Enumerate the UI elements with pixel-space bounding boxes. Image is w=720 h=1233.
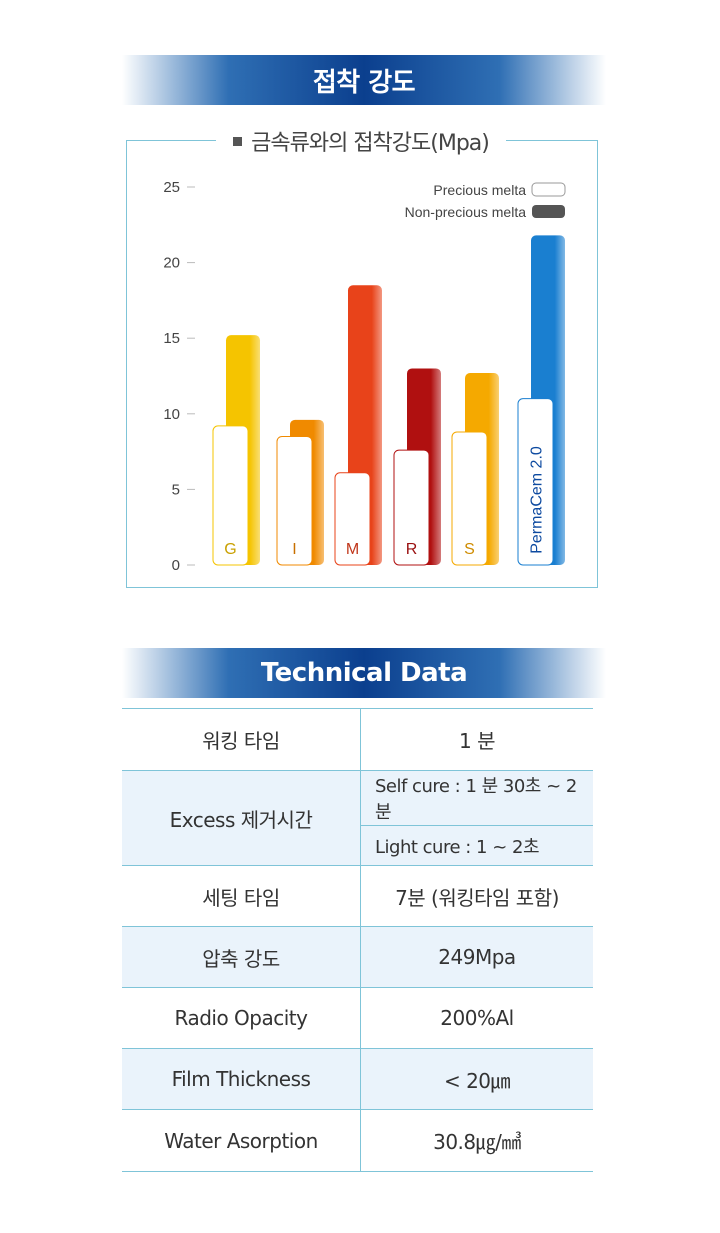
bar-precious bbox=[517, 398, 554, 566]
bullet-square-icon bbox=[233, 136, 243, 146]
table-row: Film Thickness < 20㎛ bbox=[122, 1048, 593, 1110]
y-tick-label: 0 bbox=[172, 557, 180, 574]
y-tick-label: 5 bbox=[172, 481, 180, 498]
row-label: 세팅 타임 bbox=[122, 865, 361, 927]
legend-label: Non-precious melta bbox=[405, 204, 527, 220]
section-title: 접착 강도 bbox=[312, 67, 416, 98]
row-label: Excess 제거시간 bbox=[122, 770, 361, 866]
table-row: Radio Opacity 200%Al bbox=[122, 987, 593, 1049]
category-label: I bbox=[292, 541, 296, 558]
row-label: 압축 강도 bbox=[122, 926, 361, 988]
row-subvalue: Self cure : 1 분 30초 ~ 2분 bbox=[360, 770, 593, 826]
section-banner-bond-strength: 접착 강도 bbox=[122, 55, 606, 105]
row-value: 249Mpa bbox=[360, 926, 593, 988]
y-tick-label: 20 bbox=[163, 255, 180, 272]
section-title: Technical Data bbox=[260, 658, 468, 688]
row-value: 200%Al bbox=[360, 987, 593, 1049]
chart-title-text: 금속류와의 접착강도(Mpa) bbox=[251, 131, 490, 156]
y-tick-label: 25 bbox=[163, 179, 180, 196]
bar-precious bbox=[212, 425, 249, 566]
legend-label: Precious melta bbox=[433, 182, 526, 198]
row-value: 7분 (워킹타임 포함) bbox=[360, 865, 593, 927]
row-value: < 20㎛ bbox=[360, 1048, 593, 1110]
y-tick-label: 10 bbox=[163, 406, 180, 423]
category-label: S bbox=[464, 541, 475, 558]
category-label: G bbox=[224, 541, 236, 558]
table-row: 워킹 타임 1 분 bbox=[122, 708, 593, 771]
bar-precious bbox=[334, 472, 371, 566]
legend-swatch-non-precious bbox=[532, 205, 565, 218]
row-value: 30.8㎍/㎣ bbox=[360, 1109, 593, 1172]
table-row: 압축 강도 249Mpa bbox=[122, 926, 593, 988]
category-label: M bbox=[346, 541, 359, 558]
bar-precious bbox=[451, 431, 488, 566]
table-row: Light cure : 1 ~ 2초 bbox=[122, 825, 593, 866]
bar-precious bbox=[276, 435, 313, 566]
category-label: R bbox=[406, 541, 418, 558]
section-banner-technical-data: Technical Data bbox=[122, 648, 606, 698]
category-label: PermaCem 2.0 bbox=[529, 446, 546, 554]
y-tick-label: 15 bbox=[163, 330, 180, 347]
row-subvalue: Light cure : 1 ~ 2초 bbox=[360, 825, 593, 866]
row-label: 워킹 타임 bbox=[122, 708, 361, 771]
row-label: Water Asorption bbox=[122, 1109, 361, 1172]
row-label: Radio Opacity bbox=[122, 987, 361, 1049]
table-row: 세팅 타임 7분 (워킹타임 포함) bbox=[122, 865, 593, 927]
table-row: Excess 제거시간 Self cure : 1 분 30초 ~ 2분 bbox=[122, 770, 593, 866]
chart-title: 금속류와의 접착강도(Mpa) bbox=[216, 126, 506, 156]
bar-precious bbox=[393, 449, 430, 566]
legend-swatch-precious bbox=[531, 182, 566, 197]
row-label: Film Thickness bbox=[122, 1048, 361, 1110]
table-row: Water Asorption 30.8㎍/㎣ bbox=[122, 1109, 593, 1172]
bar-chart: 0 5 10 15 20 25 G I M R S PermaCem 2.0 Precious melt… bbox=[163, 179, 566, 574]
technical-data-table: 워킹 타임 1 분 Excess 제거시간 Self cure : 1 분 30… bbox=[122, 708, 593, 1172]
row-value: 1 분 bbox=[360, 708, 593, 771]
